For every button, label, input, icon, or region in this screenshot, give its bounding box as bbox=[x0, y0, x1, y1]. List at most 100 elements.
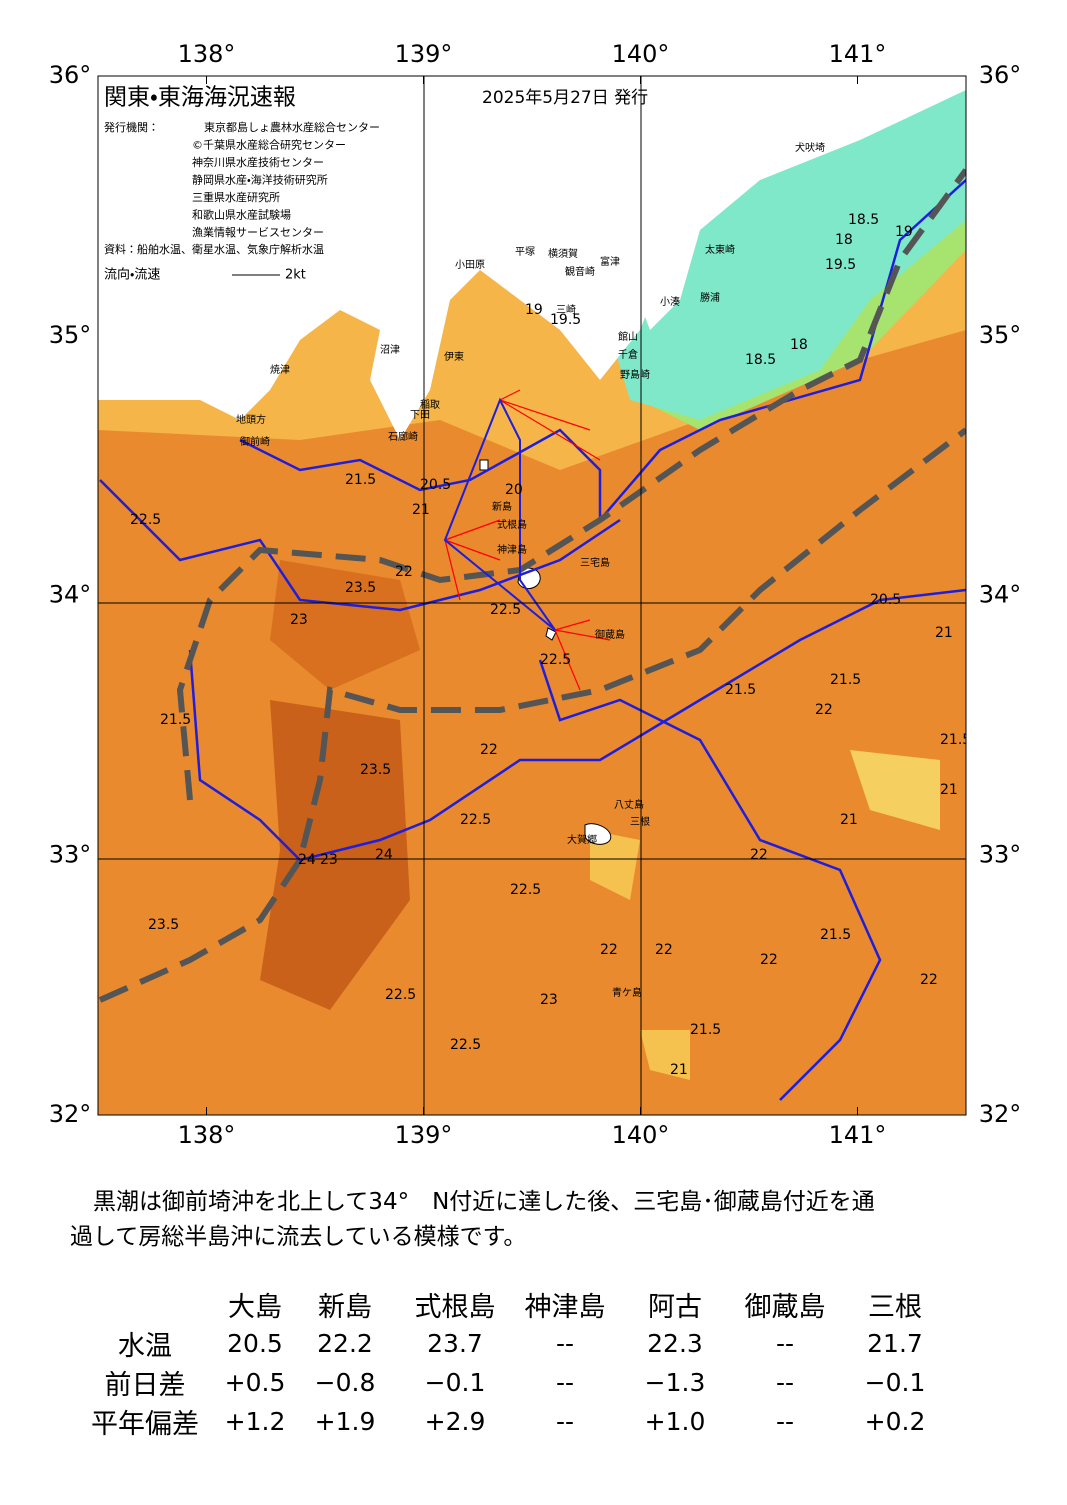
contour-label: 18.5 bbox=[848, 212, 879, 228]
table-cell: -- bbox=[775, 1407, 795, 1436]
lat-label: 35° bbox=[49, 321, 92, 349]
source: 資料：船舶水温、衛星水温、気象庁解析水温 bbox=[104, 242, 324, 256]
header-row: 大島 新島 式根島 神津島 阿古 御蔵島 三根 bbox=[70, 1285, 950, 1324]
cool-patch bbox=[850, 750, 940, 830]
map-frame bbox=[97, 75, 967, 1116]
contour-label: 19.5 bbox=[550, 312, 581, 328]
contour-label: 20.5 bbox=[420, 477, 451, 493]
row-label: 前日差 bbox=[104, 1370, 186, 1401]
contour-label: 21 bbox=[935, 625, 953, 641]
row-label: 水温 bbox=[118, 1331, 172, 1362]
place-name: 犬吠埼 bbox=[795, 141, 825, 154]
table-cell: 22.2 bbox=[317, 1329, 373, 1358]
contour-label: 21.5 bbox=[940, 732, 971, 748]
issuer: ©千葉県水産総合研究センター bbox=[192, 138, 346, 152]
place-name: 勝浦 bbox=[700, 291, 720, 304]
issuer: 神奈川県水産技術センター bbox=[192, 155, 324, 169]
contour-label: 18 bbox=[790, 337, 808, 353]
place-name: 館山 bbox=[618, 330, 638, 343]
contour-label: 22.5 bbox=[130, 512, 161, 528]
lat-label: 33° bbox=[49, 840, 92, 868]
contour-label: 22 bbox=[750, 847, 768, 863]
lat-label: 32° bbox=[49, 1100, 92, 1128]
contour-label: 24 bbox=[298, 852, 316, 868]
issuer: 静岡県水産・海洋技術研究所 bbox=[192, 173, 328, 187]
contour-label: 23.5 bbox=[345, 580, 376, 596]
lon-label: 139° bbox=[395, 40, 453, 68]
column-header: 御蔵島 bbox=[744, 1292, 826, 1323]
table-cell: 23.7 bbox=[427, 1329, 483, 1358]
table-cell: -- bbox=[555, 1407, 575, 1436]
contour-label: 21.5 bbox=[820, 927, 851, 943]
table-cell: +1.0 bbox=[644, 1407, 706, 1436]
contour-label: 22 bbox=[600, 942, 618, 958]
land bbox=[560, 76, 966, 330]
contour-label: 21.5 bbox=[725, 682, 756, 698]
place-name: 焼津 bbox=[270, 364, 290, 376]
contour-label: 22 bbox=[395, 564, 413, 580]
lon-label: 138° bbox=[178, 40, 236, 68]
corner-cell bbox=[70, 1285, 220, 1324]
place-name: 観音崎 bbox=[565, 265, 595, 278]
column-header: 阿古 bbox=[648, 1292, 702, 1323]
contour-label: 21.5 bbox=[830, 672, 861, 688]
place-name: 新島 bbox=[492, 500, 512, 513]
contour-label: 21 bbox=[940, 782, 958, 798]
issue-date: 2025年5月27日 発行 bbox=[482, 88, 648, 108]
place-name: 三宅島 bbox=[580, 556, 610, 569]
place-name: 伊東 bbox=[444, 350, 464, 363]
contour-label: 20 bbox=[505, 482, 523, 498]
lat-label: 34° bbox=[49, 581, 92, 609]
place-name: 富津 bbox=[600, 255, 620, 268]
contour-label: 23.5 bbox=[148, 917, 179, 933]
contour-label: 22 bbox=[655, 942, 673, 958]
contour-label: 23.5 bbox=[360, 762, 391, 778]
table-row: 平年偏差 +1.2 +1.9 +2.9 -- +1.0 -- +0.2 bbox=[70, 1402, 950, 1441]
table-cell: +2.9 bbox=[424, 1407, 486, 1436]
map-title: 関東・東海海況速報 bbox=[104, 85, 296, 111]
contour-label: 19 bbox=[895, 224, 913, 240]
contour-label: 22.5 bbox=[450, 1037, 481, 1053]
issuer: 和歌山県水産試験場 bbox=[192, 208, 291, 222]
ship-track bbox=[443, 397, 556, 631]
place-name: 野島崎 bbox=[620, 368, 650, 381]
place-name: 御蔵島 bbox=[595, 628, 625, 641]
place-name: 青ケ島 bbox=[612, 986, 642, 999]
place-name: 八丈島 bbox=[614, 798, 644, 811]
lon-label: 138° bbox=[178, 1121, 236, 1149]
sst-table: 大島 新島 式根島 神津島 阿古 御蔵島 三根 水温 20.5 22.2 23.7 -- 22.3 -- 2… bbox=[70, 1285, 950, 1441]
place-name: 地頭方 bbox=[236, 413, 266, 426]
contour-label: 18 bbox=[835, 232, 853, 248]
contour-label: 22.5 bbox=[385, 987, 416, 1003]
summary-line: 過して房総半島沖に流去している模様です。 bbox=[70, 1224, 527, 1250]
place-name: 御前崎 bbox=[240, 435, 270, 448]
table-cell: +1.9 bbox=[314, 1407, 376, 1436]
place-name: 横須賀 bbox=[548, 247, 578, 260]
contour-label: 21 bbox=[670, 1062, 688, 1078]
issuer: 東京都島しょ農林水産総合センター bbox=[204, 120, 380, 134]
table-cell: +0.5 bbox=[224, 1368, 286, 1397]
table-cell: −1.3 bbox=[644, 1368, 706, 1397]
row-label: 平年偏差 bbox=[91, 1409, 199, 1440]
contour-label: 22 bbox=[920, 972, 938, 988]
lon-label: 141° bbox=[829, 1121, 887, 1149]
contour-label: 19 bbox=[525, 302, 543, 318]
column-header: 大島 bbox=[228, 1292, 282, 1323]
current-scale: 2kt bbox=[285, 268, 306, 283]
place-name: 三根 bbox=[630, 815, 650, 828]
table-cell: -- bbox=[555, 1368, 575, 1397]
contour-label: 21 bbox=[412, 502, 430, 518]
contour-label: 23 bbox=[320, 852, 338, 868]
table-row: 前日差 +0.5 −0.8 −0.1 -- −1.3 -- −0.1 bbox=[70, 1363, 950, 1402]
summary-line: 黒潮は御前埼沖を北上して34° N付近に達した後、三宅島･御蔵島付近を通 bbox=[70, 1189, 875, 1215]
table-cell: 21.7 bbox=[867, 1329, 923, 1358]
lat-label: 32° bbox=[979, 1100, 1022, 1128]
contour-label: 18.5 bbox=[745, 352, 776, 368]
contour-label: 23 bbox=[540, 992, 558, 1008]
lat-label: 33° bbox=[979, 840, 1022, 868]
place-name: 小湊 bbox=[660, 295, 680, 308]
table-row: 水温 20.5 22.2 23.7 -- 22.3 -- 21.7 bbox=[70, 1324, 950, 1363]
place-name: 石廊崎 bbox=[388, 430, 418, 443]
contour-label: 22 bbox=[480, 742, 498, 758]
